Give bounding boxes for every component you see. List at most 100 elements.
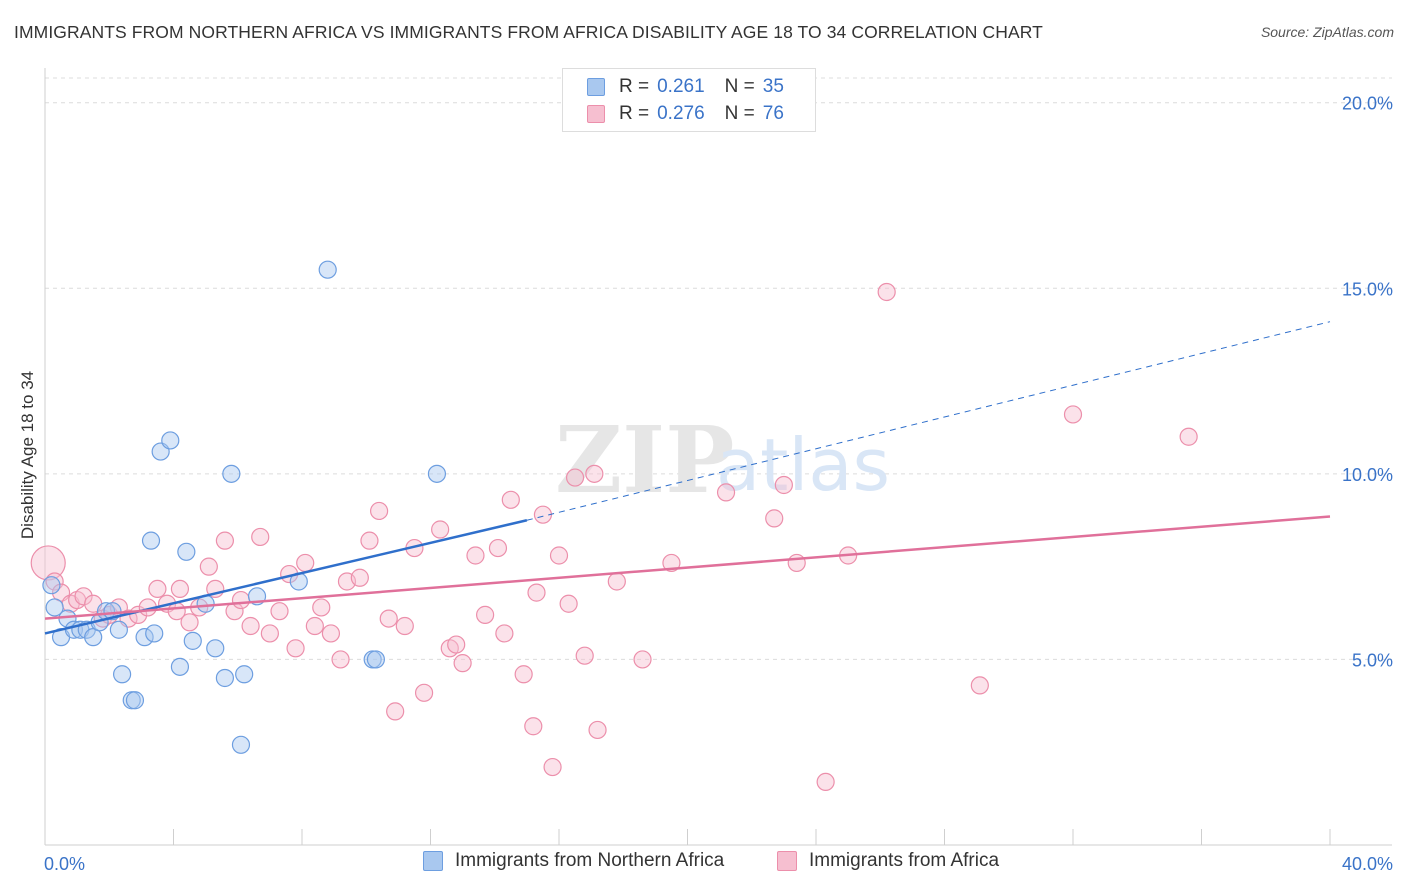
data-point: [231, 735, 251, 754]
data-point: [559, 594, 578, 613]
legend-n-label: N =: [724, 103, 755, 124]
tick-label-layer: 5.0% 10.0% 15.0% 20.0% 0.0% 40.0%: [44, 94, 1393, 874]
data-point: [488, 538, 508, 558]
data-point: [395, 616, 414, 636]
watermark-atlas: atlas: [716, 423, 890, 507]
y-tick-label: 5.0%: [1352, 650, 1393, 670]
y-axis-label: Disability Age 18 to 34: [18, 370, 37, 540]
y-tick-label: 20.0%: [1342, 94, 1393, 114]
data-point: [215, 668, 234, 688]
data-point: [495, 624, 514, 643]
legend-row-africa: R = 0.276 N = 76: [587, 102, 784, 126]
legend-item-africa[interactable]: Immigrants from Africa: [777, 850, 999, 872]
data-point: [270, 602, 289, 621]
data-point: [379, 609, 398, 628]
data-point: [360, 531, 379, 550]
data-point: [42, 576, 61, 595]
data-point: [1063, 405, 1083, 424]
legend-swatch-pink: [777, 851, 797, 871]
data-point: [170, 657, 190, 676]
data-point: [774, 475, 793, 495]
data-point: [177, 542, 196, 561]
legend-label: Immigrants from Africa: [809, 850, 1000, 871]
legend-r-label: R =: [619, 76, 650, 97]
legend-r-value: 0.276: [657, 103, 705, 124]
data-point: [183, 631, 202, 650]
data-point: [466, 546, 485, 565]
data-point: [633, 650, 652, 669]
legend-r-value: 0.261: [657, 76, 705, 97]
data-point: [787, 553, 806, 573]
data-point: [312, 598, 331, 617]
points-immigrants-from-africa: [30, 282, 1198, 792]
data-point: [125, 691, 145, 710]
data-point: [716, 483, 736, 502]
data-point: [199, 557, 218, 576]
data-point: [453, 654, 472, 673]
chart-title: IMMIGRANTS FROM NORTHERN AFRICA VS IMMIG…: [14, 22, 1043, 42]
data-point: [816, 772, 835, 792]
data-point: [588, 720, 607, 740]
data-point: [215, 531, 234, 550]
data-point: [1179, 427, 1198, 446]
data-point: [318, 260, 337, 279]
data-point: [321, 624, 341, 643]
y-tick-label: 10.0%: [1342, 465, 1393, 485]
data-point: [414, 683, 434, 702]
data-point: [112, 665, 132, 684]
data-point: [543, 757, 562, 777]
data-point: [607, 572, 626, 591]
data-point: [331, 650, 350, 669]
data-point: [386, 702, 405, 721]
legend-item-northern-africa[interactable]: Immigrants from Northern Africa: [423, 850, 724, 872]
grid-layer: [45, 77, 1392, 660]
source-label: Source: ZipAtlas.com: [1260, 24, 1394, 40]
data-point: [45, 598, 64, 617]
data-point: [170, 579, 190, 599]
data-point: [524, 717, 543, 736]
data-point: [74, 587, 93, 606]
data-point: [501, 490, 520, 509]
data-point: [575, 646, 594, 665]
data-point: [231, 590, 251, 610]
data-point: [30, 545, 66, 581]
data-point: [877, 282, 896, 302]
legend-swatch-blue: [423, 851, 443, 871]
legend-n-label: N =: [724, 76, 755, 97]
legend-swatch-blue: [587, 78, 605, 96]
points-immigrants-from-northern-africa: [42, 260, 447, 754]
data-point: [109, 620, 128, 639]
data-point: [350, 568, 369, 587]
x-tick-label: 0.0%: [44, 854, 85, 874]
x-tick-label: 40.0%: [1342, 854, 1393, 874]
legend-row-northern-africa: R = 0.261 N = 35: [587, 75, 784, 99]
data-point: [161, 431, 180, 450]
data-point: [447, 635, 466, 654]
data-point: [135, 628, 154, 647]
data-point: [235, 665, 254, 684]
data-point: [366, 650, 385, 669]
series-legend: Immigrants from Northern Africa Immigran…: [0, 850, 1406, 878]
data-point: [370, 501, 389, 521]
data-point: [305, 616, 324, 636]
data-point: [148, 579, 167, 599]
watermark-zip: ZIP: [555, 406, 734, 514]
data-point: [222, 464, 241, 483]
trend-line-extension: [526, 321, 1331, 521]
data-point: [431, 520, 450, 539]
y-tick-label: 15.0%: [1342, 279, 1393, 299]
legend-n-value: 76: [762, 103, 784, 124]
data-point: [206, 639, 225, 658]
data-point: [260, 624, 279, 643]
legend-r-label: R =: [619, 103, 650, 124]
data-point: [765, 509, 784, 528]
data-point: [145, 624, 164, 643]
data-point: [970, 676, 989, 695]
trend-layer: [44, 321, 1331, 635]
data-point: [427, 464, 447, 483]
correlation-legend: R = 0.261 N = 35 R = 0.276 N = 76: [562, 68, 816, 132]
legend-label: Immigrants from Northern Africa: [455, 850, 725, 871]
data-point: [180, 613, 199, 632]
